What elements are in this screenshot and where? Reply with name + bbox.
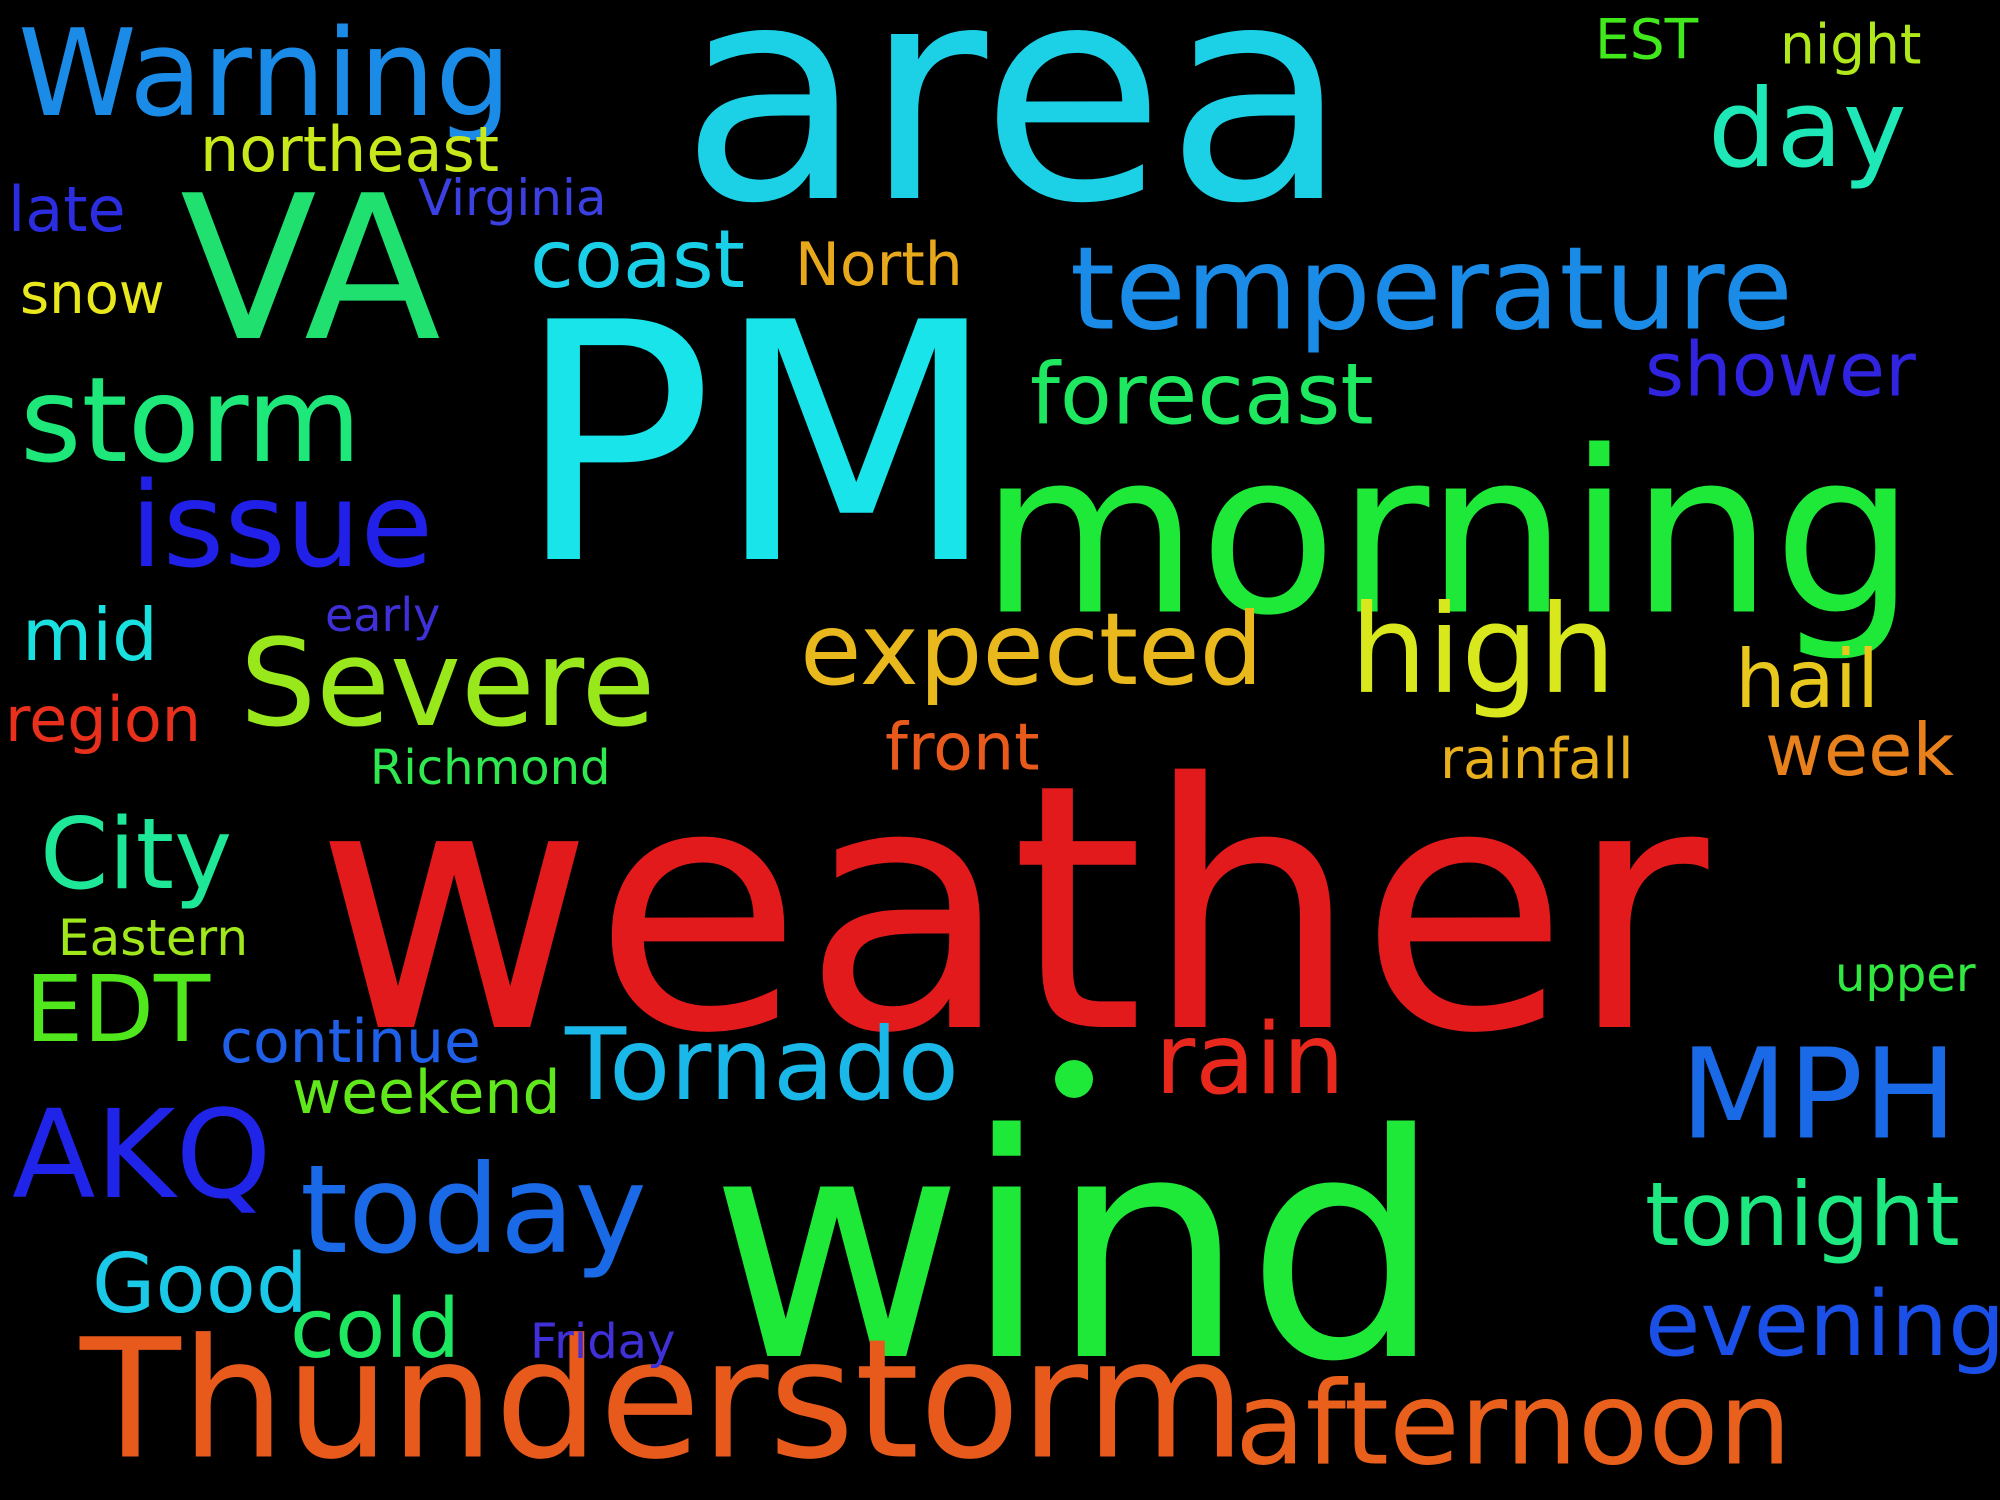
word-area: area [680, 0, 1349, 269]
word-rain: rain [1155, 1003, 1345, 1117]
word-high: high [1350, 579, 1616, 721]
word-issue: issue [130, 456, 434, 594]
word-akq: AKQ [12, 1084, 272, 1226]
word-tornado: Tornado [565, 1006, 959, 1123]
word-storm: storm [20, 351, 362, 489]
word-cold: cold [290, 1282, 461, 1377]
word-eastern: Eastern [58, 909, 249, 967]
word-severe: Severe [240, 615, 656, 754]
word-mph: MPH [1680, 1022, 1958, 1168]
word-northeast: northeast [200, 113, 500, 186]
word-weekend: weekend [292, 1058, 561, 1128]
word-front: front [885, 710, 1040, 786]
word-shower: shower [1645, 325, 1916, 414]
word-morning: morning [980, 403, 1916, 666]
word-day: day [1708, 67, 1907, 192]
dot-glyph [1055, 1060, 1093, 1098]
word-city: City [40, 798, 233, 912]
word-temperature: temperature [1070, 222, 1793, 357]
word-edt: EDT [25, 956, 211, 1063]
word-rainfall: rainfall [1440, 727, 1634, 792]
word-warning: Warning [18, 5, 512, 144]
word-upper: upper [1835, 947, 1976, 1003]
word-virginia: Virginia [418, 169, 607, 227]
word-today: today [300, 1139, 647, 1281]
word-evening: evening [1645, 1272, 2000, 1377]
word-richmond: Richmond [370, 740, 611, 796]
word-va: VA [180, 153, 441, 386]
word-snow: snow [20, 262, 165, 327]
word-tonight: tonight [1645, 1163, 1960, 1266]
word-friday: Friday [530, 1314, 676, 1370]
word-night: night [1780, 12, 1922, 77]
word-week: week [1765, 708, 1955, 792]
word-thunderstorm: Thunderstorm [80, 1303, 1246, 1496]
word-late: late [8, 173, 126, 246]
word-north: North [795, 230, 963, 300]
word-wind: wind [710, 1069, 1443, 1430]
word-expected: expected [800, 591, 1264, 708]
word-est: EST [1595, 7, 1699, 72]
word-good: Good [92, 1237, 308, 1332]
word-early: early [325, 588, 441, 642]
word-weather: weather [315, 712, 1709, 1108]
word-forecast: forecast [1030, 345, 1374, 445]
word-hail: hail [1735, 633, 1880, 726]
word-coast: coast [530, 213, 745, 306]
word-afternoon: afternoon [1235, 1357, 1792, 1492]
word-continue: continue [220, 1007, 481, 1077]
word-pm: PM [515, 253, 999, 637]
word-region: region [5, 683, 202, 756]
word-mid: mid [22, 593, 158, 677]
